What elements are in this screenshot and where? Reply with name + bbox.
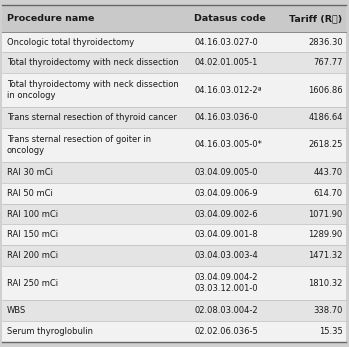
Text: Total thyroidectomy with neck dissection: Total thyroidectomy with neck dissection — [7, 58, 179, 67]
Text: RAI 150 mCi: RAI 150 mCi — [7, 230, 58, 239]
Text: Procedure name: Procedure name — [7, 14, 94, 23]
Bar — [2, 183, 346, 204]
Text: 02.02.06.036-5: 02.02.06.036-5 — [194, 327, 258, 336]
Text: 04.16.03.005-0*: 04.16.03.005-0* — [194, 141, 262, 150]
Text: Datasus code: Datasus code — [194, 14, 266, 23]
Text: 614.70: 614.70 — [314, 189, 343, 197]
Bar — [2, 52, 346, 73]
Bar — [2, 128, 346, 162]
Text: Trans sternal resection of goiter in: Trans sternal resection of goiter in — [7, 135, 151, 144]
Text: 338.70: 338.70 — [313, 306, 343, 315]
Bar — [2, 162, 346, 183]
Text: 03.04.09.004-2: 03.04.09.004-2 — [194, 273, 258, 282]
Text: 4186.64: 4186.64 — [308, 113, 343, 122]
Text: 04.02.01.005-1: 04.02.01.005-1 — [194, 58, 258, 67]
Text: 03.04.09.005-0: 03.04.09.005-0 — [194, 168, 258, 177]
Text: Total thyroidectomy with neck dissection: Total thyroidectomy with neck dissection — [7, 80, 179, 89]
Bar — [2, 32, 346, 52]
Bar — [2, 266, 346, 300]
Text: Tariff (RⓈ): Tariff (RⓈ) — [289, 14, 343, 23]
Text: RAI 250 mCi: RAI 250 mCi — [7, 279, 58, 288]
Text: 1810.32: 1810.32 — [309, 279, 343, 288]
Text: 03.04.03.003-4: 03.04.03.003-4 — [194, 251, 258, 260]
Text: in oncology: in oncology — [7, 91, 55, 100]
Text: 1071.90: 1071.90 — [309, 210, 343, 219]
Text: 1471.32: 1471.32 — [309, 251, 343, 260]
Text: 2618.25: 2618.25 — [309, 141, 343, 150]
Text: 04.16.03.012-2ª: 04.16.03.012-2ª — [194, 86, 262, 95]
Text: RAI 100 mCi: RAI 100 mCi — [7, 210, 58, 219]
Text: 767.77: 767.77 — [313, 58, 343, 67]
Bar — [2, 5, 346, 32]
Text: 15.35: 15.35 — [319, 327, 343, 336]
Bar — [2, 225, 346, 245]
Bar — [2, 73, 346, 107]
Text: 1606.86: 1606.86 — [308, 86, 343, 95]
Bar — [2, 245, 346, 266]
Text: 03.04.09.006-9: 03.04.09.006-9 — [194, 189, 258, 197]
Bar — [2, 300, 346, 321]
Text: Serum thyroglobulin: Serum thyroglobulin — [7, 327, 93, 336]
Text: 04.16.03.027-0: 04.16.03.027-0 — [194, 37, 258, 46]
Text: 03.04.09.002-6: 03.04.09.002-6 — [194, 210, 258, 219]
Text: RAI 200 mCi: RAI 200 mCi — [7, 251, 58, 260]
Text: WBS: WBS — [7, 306, 26, 315]
Text: Oncologic total thyroidectomy: Oncologic total thyroidectomy — [7, 37, 134, 46]
Text: RAI 30 mCi: RAI 30 mCi — [7, 168, 53, 177]
Text: 443.70: 443.70 — [314, 168, 343, 177]
Text: 2836.30: 2836.30 — [308, 37, 343, 46]
Text: 02.08.03.004-2: 02.08.03.004-2 — [194, 306, 258, 315]
Text: RAI 50 mCi: RAI 50 mCi — [7, 189, 53, 197]
Text: 03.04.09.001-8: 03.04.09.001-8 — [194, 230, 258, 239]
Text: 03.03.12.001-0: 03.03.12.001-0 — [194, 284, 258, 293]
Text: oncology: oncology — [7, 146, 45, 155]
Text: 1289.90: 1289.90 — [309, 230, 343, 239]
Bar — [2, 321, 346, 342]
Bar — [2, 204, 346, 225]
Text: 04.16.03.036-0: 04.16.03.036-0 — [194, 113, 258, 122]
Bar — [2, 107, 346, 128]
Text: Trans sternal resection of thyroid cancer: Trans sternal resection of thyroid cance… — [7, 113, 177, 122]
